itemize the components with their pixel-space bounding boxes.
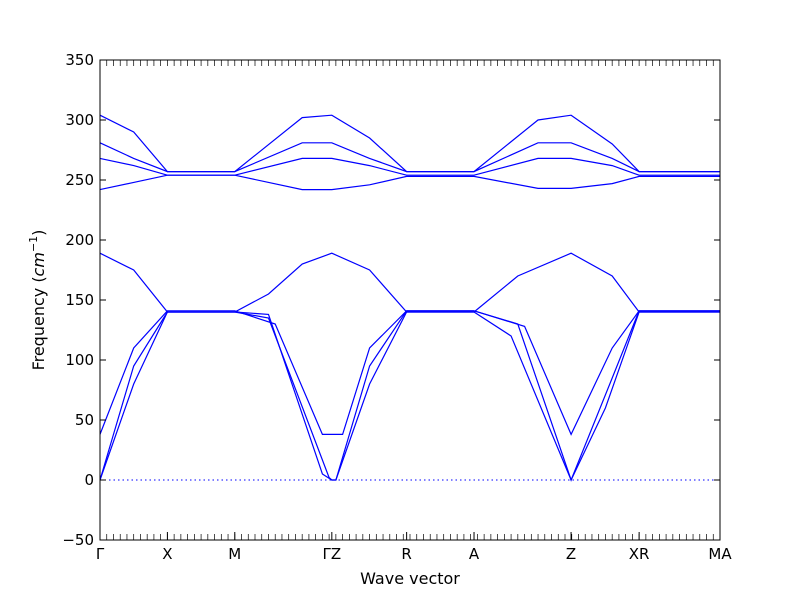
- band-line-4: [99, 252, 720, 313]
- x-tick-label: Z: [566, 545, 576, 563]
- y-axis-label-exponent: −1: [27, 236, 40, 252]
- plot-area: [99, 114, 720, 482]
- band-line-6: [99, 157, 720, 176]
- y-tick-label: −50: [62, 531, 94, 549]
- y-axis: −50 0 50 100 150 200 250 300 350: [62, 51, 720, 549]
- y-tick-label: 0: [84, 471, 94, 489]
- x-tick-label: ΓZ: [323, 545, 342, 563]
- x-tick-label: A: [469, 545, 480, 563]
- y-axis-label: Frequency (cm−1): [27, 230, 48, 371]
- y-tick-label: 50: [75, 411, 94, 429]
- y-tick-label: 200: [65, 231, 94, 249]
- y-axis-label-text: Frequency (: [29, 276, 48, 370]
- band-line-8: [99, 114, 720, 173]
- y-axis-label-unit: cm: [29, 252, 48, 276]
- x-axis-label: Wave vector: [360, 569, 460, 588]
- x-tick-label: R: [401, 545, 411, 563]
- x-tick-label: X: [162, 545, 172, 563]
- x-axis: Γ X M ΓZ R A Z XR MA: [96, 60, 732, 563]
- x-tick-label: M: [228, 545, 241, 563]
- band-line-3: [99, 310, 720, 436]
- y-tick-label: 300: [65, 111, 94, 129]
- y-tick-label: 350: [65, 51, 94, 69]
- y-tick-label: 100: [65, 351, 94, 369]
- x-tick-label: XR: [629, 545, 650, 563]
- y-tick-label: 150: [65, 291, 94, 309]
- y-tick-label: 250: [65, 171, 94, 189]
- y-axis-label-close: ): [29, 230, 48, 236]
- x-tick-label: Γ: [96, 545, 105, 563]
- plot-frame: [99, 59, 721, 541]
- x-tick-label: MA: [708, 545, 732, 563]
